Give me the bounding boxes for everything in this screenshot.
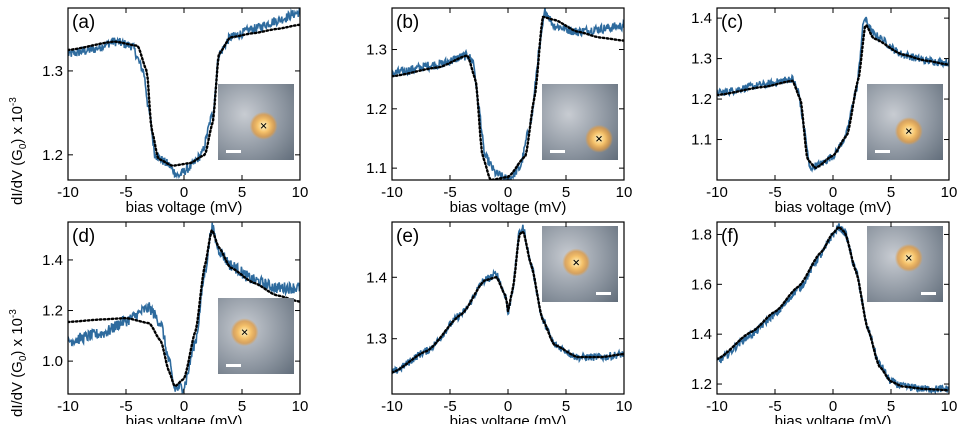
x-tick-label: 10 [616,398,633,415]
x-tick-label: 0 [504,184,512,201]
x-tick-label: 5 [562,184,570,201]
series-fit-line [717,23,949,170]
x-tick-label: 5 [887,184,895,201]
x-tick-label: -5 [768,398,781,415]
panel-label: (c) [721,12,743,33]
tip-position-cross-icon [905,255,912,261]
panel-a: -10 -5 0 5 10 1.2 1.3 bias voltage (mV) (a) [42,7,309,216]
x-tick-label: 0 [180,184,188,201]
panel-c: -10 -5 0 5 10 1.1 1.2 1.3 1.4 bias voltage (mV) (c… [691,7,958,216]
x-tick-label: -10 [57,184,79,201]
y-tick-label: 1.1 [366,160,387,177]
tip-position-cross-icon [573,259,580,266]
y-tick-label: 1.2 [42,303,63,320]
panel-label: (a) [72,12,95,33]
scale-bar [226,150,241,153]
x-axis-label: bias voltage (mV) [775,413,892,424]
y-tick-label: 1.2 [366,101,387,118]
panel-e: -10 -5 0 5 10 1.3 1.4 bias voltage (mV) (e) [366,221,633,429]
x-tick-label: -10 [706,398,728,415]
y-tick-label: 1.2 [42,147,63,164]
x-axis-label: bias voltage (mV) [126,199,243,216]
x-axis-label: bias voltage (mV) [450,413,567,424]
y-axis-label-top: dI/dV (G0) x 10-3 [8,97,29,205]
inset-image-a [218,84,294,160]
x-axis-label: bias voltage (mV) [126,413,243,424]
x-tick-label: 5 [238,184,246,201]
inset-image-c [867,84,943,160]
y-tick-label: 1.4 [42,252,63,269]
scale-bar [550,150,565,153]
x-tick-label: 10 [941,184,958,201]
y-tick-label: 1.4 [366,269,387,286]
x-tick-label: -5 [443,398,456,415]
y-tick-label: 1.2 [691,91,712,108]
x-axis-label: bias voltage (mV) [450,199,567,216]
panel-f: -10 -5 0 5 10 1.2 1.4 1.6 1.8 bias voltage (mV) (f… [691,221,958,429]
series-fit-line [68,23,300,167]
inset-image-d [218,298,294,374]
x-tick-label: -5 [443,184,456,201]
x-tick-label: -5 [119,398,132,415]
y-tick-label: 1.3 [366,42,387,59]
x-tick-label: -5 [119,184,132,201]
panel-label: (b) [396,12,419,33]
panel-d: -10 -5 0 5 10 1.0 1.2 1.4 bias voltage (mV) (d) [42,221,309,429]
inset-image-e [542,226,618,302]
y-tick-label: 1.4 [691,326,712,343]
panel-b: -10 -5 0 5 10 1.1 1.2 1.3 bias voltage (mV) (b) [366,7,633,216]
series-measured-line [68,8,300,180]
series-fit-line [68,228,300,388]
y-tick-label: 1.8 [691,226,712,243]
tip-position-cross-icon [596,135,602,142]
x-tick-label: 5 [562,398,570,415]
y-axis-label-bottom: dI/dV (G0) x 10-3 [8,309,29,417]
x-tick-label: 5 [238,398,246,415]
x-tick-label: 5 [887,398,895,415]
x-tick-label: 10 [292,398,309,415]
x-tick-label: -5 [768,184,781,201]
panel-label: (d) [72,226,95,247]
y-tick-label: 1.6 [691,276,712,293]
inset-image-b [542,84,618,160]
x-tick-label: -10 [381,184,403,201]
panel-label: (f) [721,226,739,247]
panel-label: (e) [396,226,419,247]
series-fit-line [717,225,949,392]
x-tick-label: 0 [829,184,837,201]
y-tick-label: 1.3 [42,63,63,80]
y-tick-label: 1.3 [691,51,712,68]
tip-position-cross-icon [241,329,248,336]
y-tick-label: 1.2 [691,376,712,393]
series-measured-line [68,222,300,394]
x-tick-label: -10 [57,398,79,415]
y-tick-label: 1.4 [691,10,712,27]
inset-image-f [867,226,943,302]
scale-bar [226,364,241,367]
x-tick-label: -10 [706,184,728,201]
x-tick-label: 0 [180,398,188,415]
x-tick-label: 0 [504,398,512,415]
tip-position-cross-icon [905,128,912,134]
y-tick-label: 1.3 [366,331,387,348]
scale-bar [921,292,936,295]
tip-position-cross-icon [260,122,267,129]
x-tick-label: 10 [616,184,633,201]
y-tick-label: 1.0 [42,353,63,370]
scale-bar [596,292,611,295]
series-fit-line [392,229,624,374]
scale-bar [875,150,890,153]
x-axis-label: bias voltage (mV) [775,199,892,216]
x-tick-label: -10 [381,398,403,415]
y-tick-label: 1.1 [691,132,712,149]
x-tick-label: 10 [941,398,958,415]
x-tick-label: 0 [829,398,837,415]
x-tick-label: 10 [292,184,309,201]
